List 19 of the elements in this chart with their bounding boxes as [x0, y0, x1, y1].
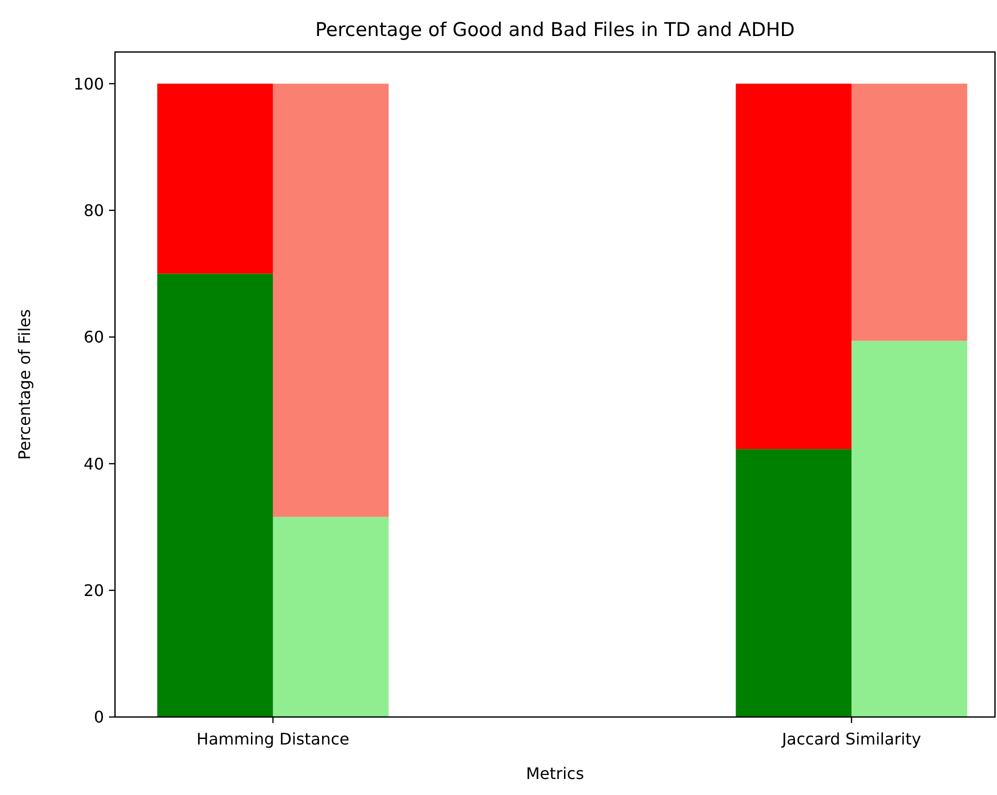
y-tick-label: 80 — [84, 200, 104, 220]
x-axis-title: Metrics — [526, 764, 584, 783]
bar — [736, 449, 852, 717]
bar — [157, 84, 273, 274]
bar — [852, 340, 968, 717]
y-tick-label: 60 — [84, 328, 104, 347]
y-tick-label: 0 — [94, 708, 104, 727]
bar — [157, 274, 273, 717]
y-tick-label: 100 — [73, 74, 104, 94]
x-tick-label: Jaccard Similarity — [780, 730, 922, 749]
bar — [852, 84, 968, 341]
chart-title: Percentage of Good and Bad Files in TD and ADHD — [315, 19, 795, 41]
bar — [736, 84, 852, 450]
bar — [272, 84, 389, 517]
bar — [272, 516, 389, 717]
x-tick-label: Hamming Distance — [196, 730, 350, 749]
y-tick-label: 40 — [84, 454, 104, 474]
y-axis-title: Percentage of Files — [15, 309, 34, 460]
y-tick-label: 20 — [84, 580, 104, 600]
